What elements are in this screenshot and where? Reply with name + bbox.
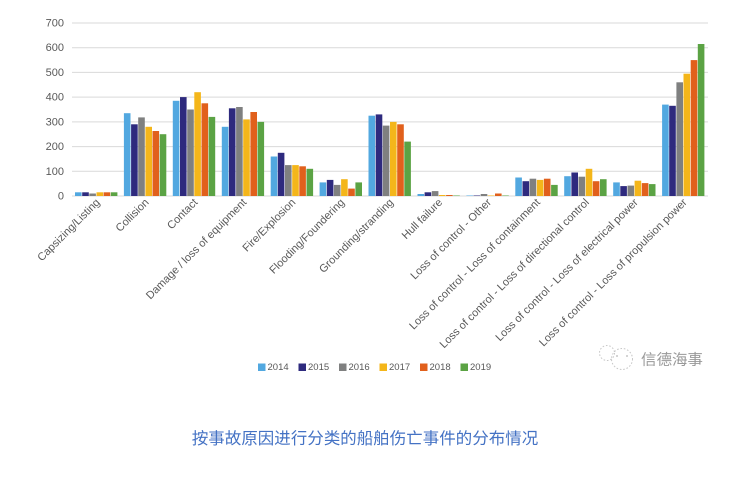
svg-text:400: 400 [46,92,64,104]
svg-text:2018: 2018 [430,362,451,373]
svg-text:2014: 2014 [268,362,289,373]
svg-text:300: 300 [46,116,64,128]
svg-text:2016: 2016 [349,362,370,373]
svg-text:信德海事: 信德海事 [641,348,703,370]
svg-text:2015: 2015 [308,362,329,373]
svg-text:200: 200 [46,141,64,153]
svg-text:2019: 2019 [470,362,491,373]
svg-text:0: 0 [58,191,64,203]
svg-text:100: 100 [46,166,64,178]
svg-text:按事故原因进行分类的船舶伤亡事件的分布情况: 按事故原因进行分类的船舶伤亡事件的分布情况 [192,425,539,449]
svg-text:2017: 2017 [389,362,410,373]
svg-text:700: 700 [46,18,64,30]
svg-text:500: 500 [46,67,64,79]
svg-text:600: 600 [46,42,64,54]
